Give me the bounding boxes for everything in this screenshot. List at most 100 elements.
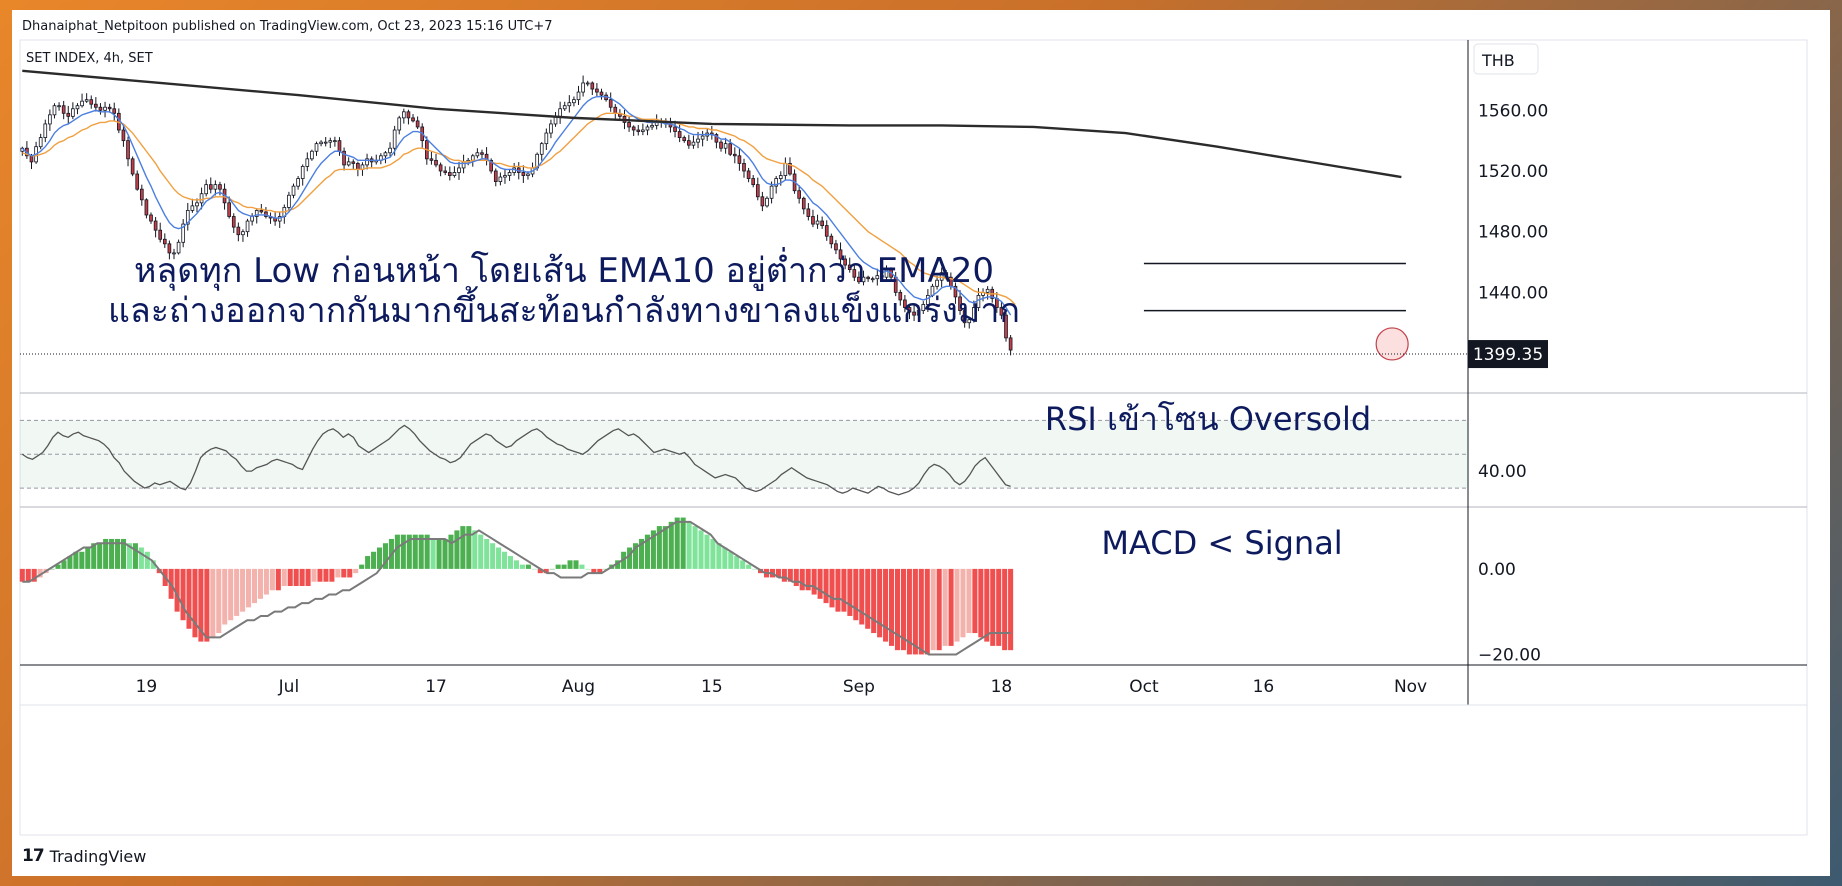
candle [539,141,544,161]
macd-histogram-bar [126,543,132,569]
candle-body [806,208,811,217]
candle-body [783,162,788,176]
candle-body [475,152,480,157]
candle [668,117,673,133]
annotation-main-line2: และถ่างออกจากกันมากขึ้นสะท้อนกำลังทางขาล… [108,286,1020,331]
macd-histogram-bar [573,560,579,569]
candle [544,128,549,151]
macd-histogram-bar [555,564,561,569]
macd-histogram-bar [484,538,490,569]
macd-histogram-bar [615,560,621,569]
macd-histogram-bar [222,568,228,625]
macd-histogram-bar [674,517,680,569]
candle [553,111,558,127]
candle-body [411,117,415,122]
candle [866,275,870,282]
macd-histogram-bar [257,568,263,599]
candle [595,83,599,97]
macd-histogram-bar [353,568,359,574]
candle [820,216,824,229]
candle [328,137,333,149]
candle [162,233,167,248]
candle [682,135,687,143]
candle-body [631,126,636,131]
candle [213,180,218,196]
candle-body [829,235,834,245]
candle [507,168,512,181]
candle-body [898,291,903,301]
candle-body [245,220,250,233]
candle [167,240,172,260]
macd-histogram-bar [299,568,305,586]
candle-body [190,205,195,211]
candle-body [613,106,618,114]
candle-body [38,137,43,148]
candle-body [291,185,296,196]
macd-histogram-bar [192,568,198,638]
macd-histogram-bar [936,568,942,651]
time-tick-label: Nov [1394,677,1427,697]
candle [751,175,756,188]
candle [452,166,457,178]
macd-histogram-bar [186,568,192,629]
macd-histogram-bar [1008,568,1014,651]
candle [875,268,880,286]
macd-histogram-bar [603,568,609,570]
macd-histogram-bar [627,547,633,569]
time-axis[interactable]: 19 Jul 17 Aug 15 Sep 18 Oct 16 Nov [136,677,1428,697]
macd-histogram-bar [251,568,258,604]
macd-histogram-bar [430,538,436,569]
macd-histogram-bar [829,568,835,608]
candle [958,290,962,315]
candle-body [880,275,884,278]
candle [912,304,916,322]
price-pane[interactable] [20,69,1468,361]
candle [1004,310,1008,342]
macd-histogram-bar [704,534,710,569]
candle [935,275,939,290]
candle [38,133,43,150]
currency-box[interactable]: THB [1473,43,1539,75]
macd-histogram-bar [406,534,412,569]
candle [916,305,921,321]
candle-body [820,220,824,227]
macd-histogram-bar [775,568,781,578]
candle [149,212,153,224]
candle [250,213,254,226]
candle [337,137,342,156]
candle-body [558,108,562,117]
candle-body [135,173,140,190]
chart-canvas[interactable]: SET INDEX, 4h, SET THB 1399.35 1440.00 148… [12,10,1830,876]
macd-histogram-bar [591,568,597,574]
macd-histogram-bar [549,568,555,570]
candle-body [627,122,631,128]
candle [498,172,503,186]
price-axis[interactable]: 1399.35 1440.00 1480.00 1520.00 1560.00 40.00… [1468,101,1548,665]
candle-body [875,275,880,280]
tradingview-logo[interactable]: 𝟭𝟳 TradingView [22,846,146,866]
macd-histogram-bar [210,568,216,638]
macd-histogram-bar [496,547,502,569]
candle [903,295,907,313]
candle [843,255,847,270]
ema200-line [22,69,1402,179]
ema20-line [22,112,1016,306]
candle-body [121,129,126,142]
candle-body [392,129,397,149]
macd-pane[interactable] [19,517,1014,656]
candle [999,301,1004,320]
candle [135,170,140,191]
candle-body [746,170,751,179]
candle-body [406,111,411,119]
candle [746,167,751,183]
candle [333,136,337,147]
candle [972,300,976,323]
candle-body [236,226,241,236]
candle-body [314,143,319,152]
candle [709,126,714,140]
candle [558,101,562,124]
candle-body [801,197,806,210]
candle-body [811,216,815,225]
candle-body [599,91,604,96]
rsi-pane[interactable] [20,419,1468,496]
